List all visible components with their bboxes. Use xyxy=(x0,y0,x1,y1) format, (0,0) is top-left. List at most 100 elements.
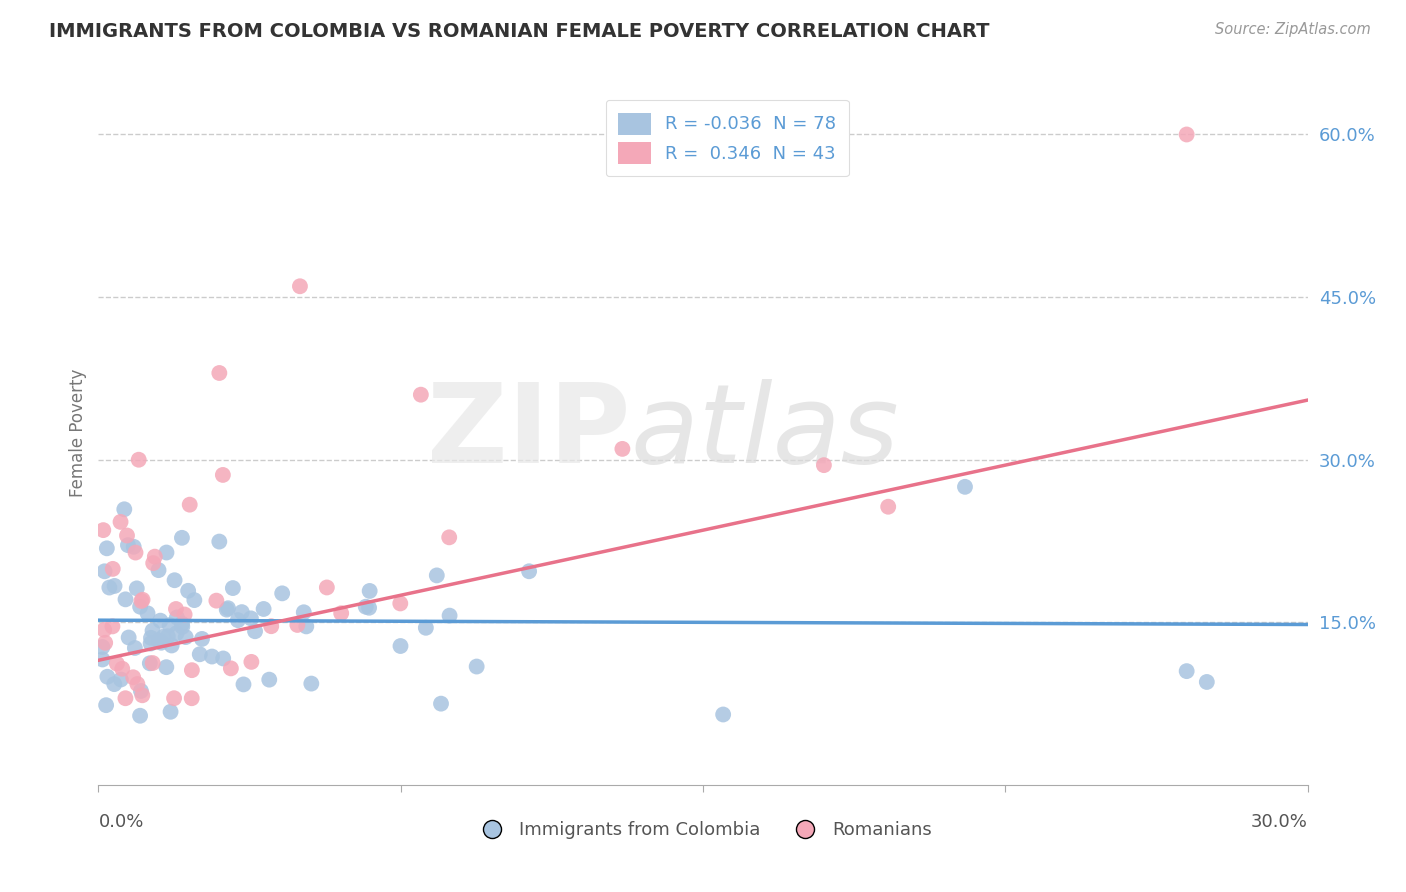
Point xyxy=(152,630,174,644)
Point xyxy=(877,500,900,514)
Point xyxy=(127,677,149,691)
Point xyxy=(1175,128,1198,142)
Point xyxy=(226,613,249,627)
Point xyxy=(231,605,253,619)
Point xyxy=(1195,675,1218,690)
Point xyxy=(409,387,432,401)
Point xyxy=(129,599,152,614)
Point xyxy=(125,582,148,596)
Point xyxy=(217,601,239,615)
Point xyxy=(430,697,453,711)
Point xyxy=(172,620,194,634)
Point xyxy=(612,442,634,456)
Point xyxy=(143,549,166,564)
Point xyxy=(252,602,274,616)
Point xyxy=(271,586,294,600)
Point xyxy=(177,583,200,598)
Point xyxy=(150,636,173,650)
Text: IMMIGRANTS FROM COLOMBIA VS ROMANIAN FEMALE POVERTY CORRELATION CHART: IMMIGRANTS FROM COLOMBIA VS ROMANIAN FEM… xyxy=(49,22,990,41)
Point xyxy=(439,608,461,623)
Point xyxy=(188,647,211,661)
Point xyxy=(389,639,412,653)
Point xyxy=(415,621,437,635)
Text: 30.0%: 30.0% xyxy=(1251,814,1308,831)
Point xyxy=(94,698,117,713)
Point xyxy=(243,624,266,639)
Point xyxy=(131,688,153,702)
Point xyxy=(165,602,187,616)
Point xyxy=(91,640,114,654)
Point xyxy=(114,691,136,706)
Point xyxy=(131,594,153,608)
Point xyxy=(259,673,281,687)
Point xyxy=(160,639,183,653)
Point xyxy=(179,498,201,512)
Point xyxy=(170,531,193,545)
Point xyxy=(118,631,141,645)
Point xyxy=(112,502,135,516)
Point xyxy=(222,581,245,595)
Point xyxy=(148,563,170,577)
Point xyxy=(330,606,353,620)
Point xyxy=(208,534,231,549)
Point xyxy=(215,602,238,616)
Point xyxy=(141,624,163,638)
Point xyxy=(212,651,235,665)
Point xyxy=(131,592,153,607)
Point xyxy=(389,596,412,610)
Point xyxy=(103,677,125,691)
Text: ZIP: ZIP xyxy=(427,379,630,486)
Text: atlas: atlas xyxy=(630,379,898,486)
Point xyxy=(155,660,177,674)
Point xyxy=(155,545,177,559)
Point xyxy=(122,540,145,554)
Text: Source: ZipAtlas.com: Source: ZipAtlas.com xyxy=(1215,22,1371,37)
Point xyxy=(96,541,118,556)
Point xyxy=(239,611,262,625)
Point xyxy=(122,670,145,684)
Point xyxy=(129,684,152,698)
Point xyxy=(93,564,115,578)
Point xyxy=(111,662,134,676)
Point xyxy=(354,599,377,614)
Point xyxy=(159,705,181,719)
Text: 0.0%: 0.0% xyxy=(98,814,143,831)
Point xyxy=(437,530,460,544)
Point xyxy=(91,652,114,666)
Point xyxy=(260,619,283,633)
Point xyxy=(117,538,139,552)
Point xyxy=(142,656,165,670)
Point xyxy=(124,545,146,559)
Legend: Immigrants from Colombia, Romanians: Immigrants from Colombia, Romanians xyxy=(467,814,939,847)
Point xyxy=(359,600,381,615)
Point xyxy=(136,607,159,621)
Point xyxy=(96,670,118,684)
Point xyxy=(292,605,315,619)
Point xyxy=(156,629,179,643)
Point xyxy=(1175,664,1198,678)
Point xyxy=(139,657,162,671)
Point xyxy=(115,528,138,542)
Point xyxy=(163,573,186,587)
Point xyxy=(517,564,540,578)
Point xyxy=(93,623,115,637)
Point xyxy=(205,593,228,607)
Point xyxy=(110,515,132,529)
Point xyxy=(103,579,125,593)
Point xyxy=(124,640,146,655)
Point xyxy=(148,633,170,648)
Point xyxy=(240,655,263,669)
Point xyxy=(173,607,195,622)
Point xyxy=(813,458,835,472)
Point xyxy=(315,581,337,595)
Point xyxy=(110,673,132,687)
Point xyxy=(101,562,124,576)
Point xyxy=(191,632,214,646)
Point xyxy=(232,677,254,691)
Point xyxy=(98,581,121,595)
Point xyxy=(142,556,165,570)
Point xyxy=(114,592,136,607)
Point xyxy=(711,707,734,722)
Point xyxy=(426,568,449,582)
Point xyxy=(159,618,181,632)
